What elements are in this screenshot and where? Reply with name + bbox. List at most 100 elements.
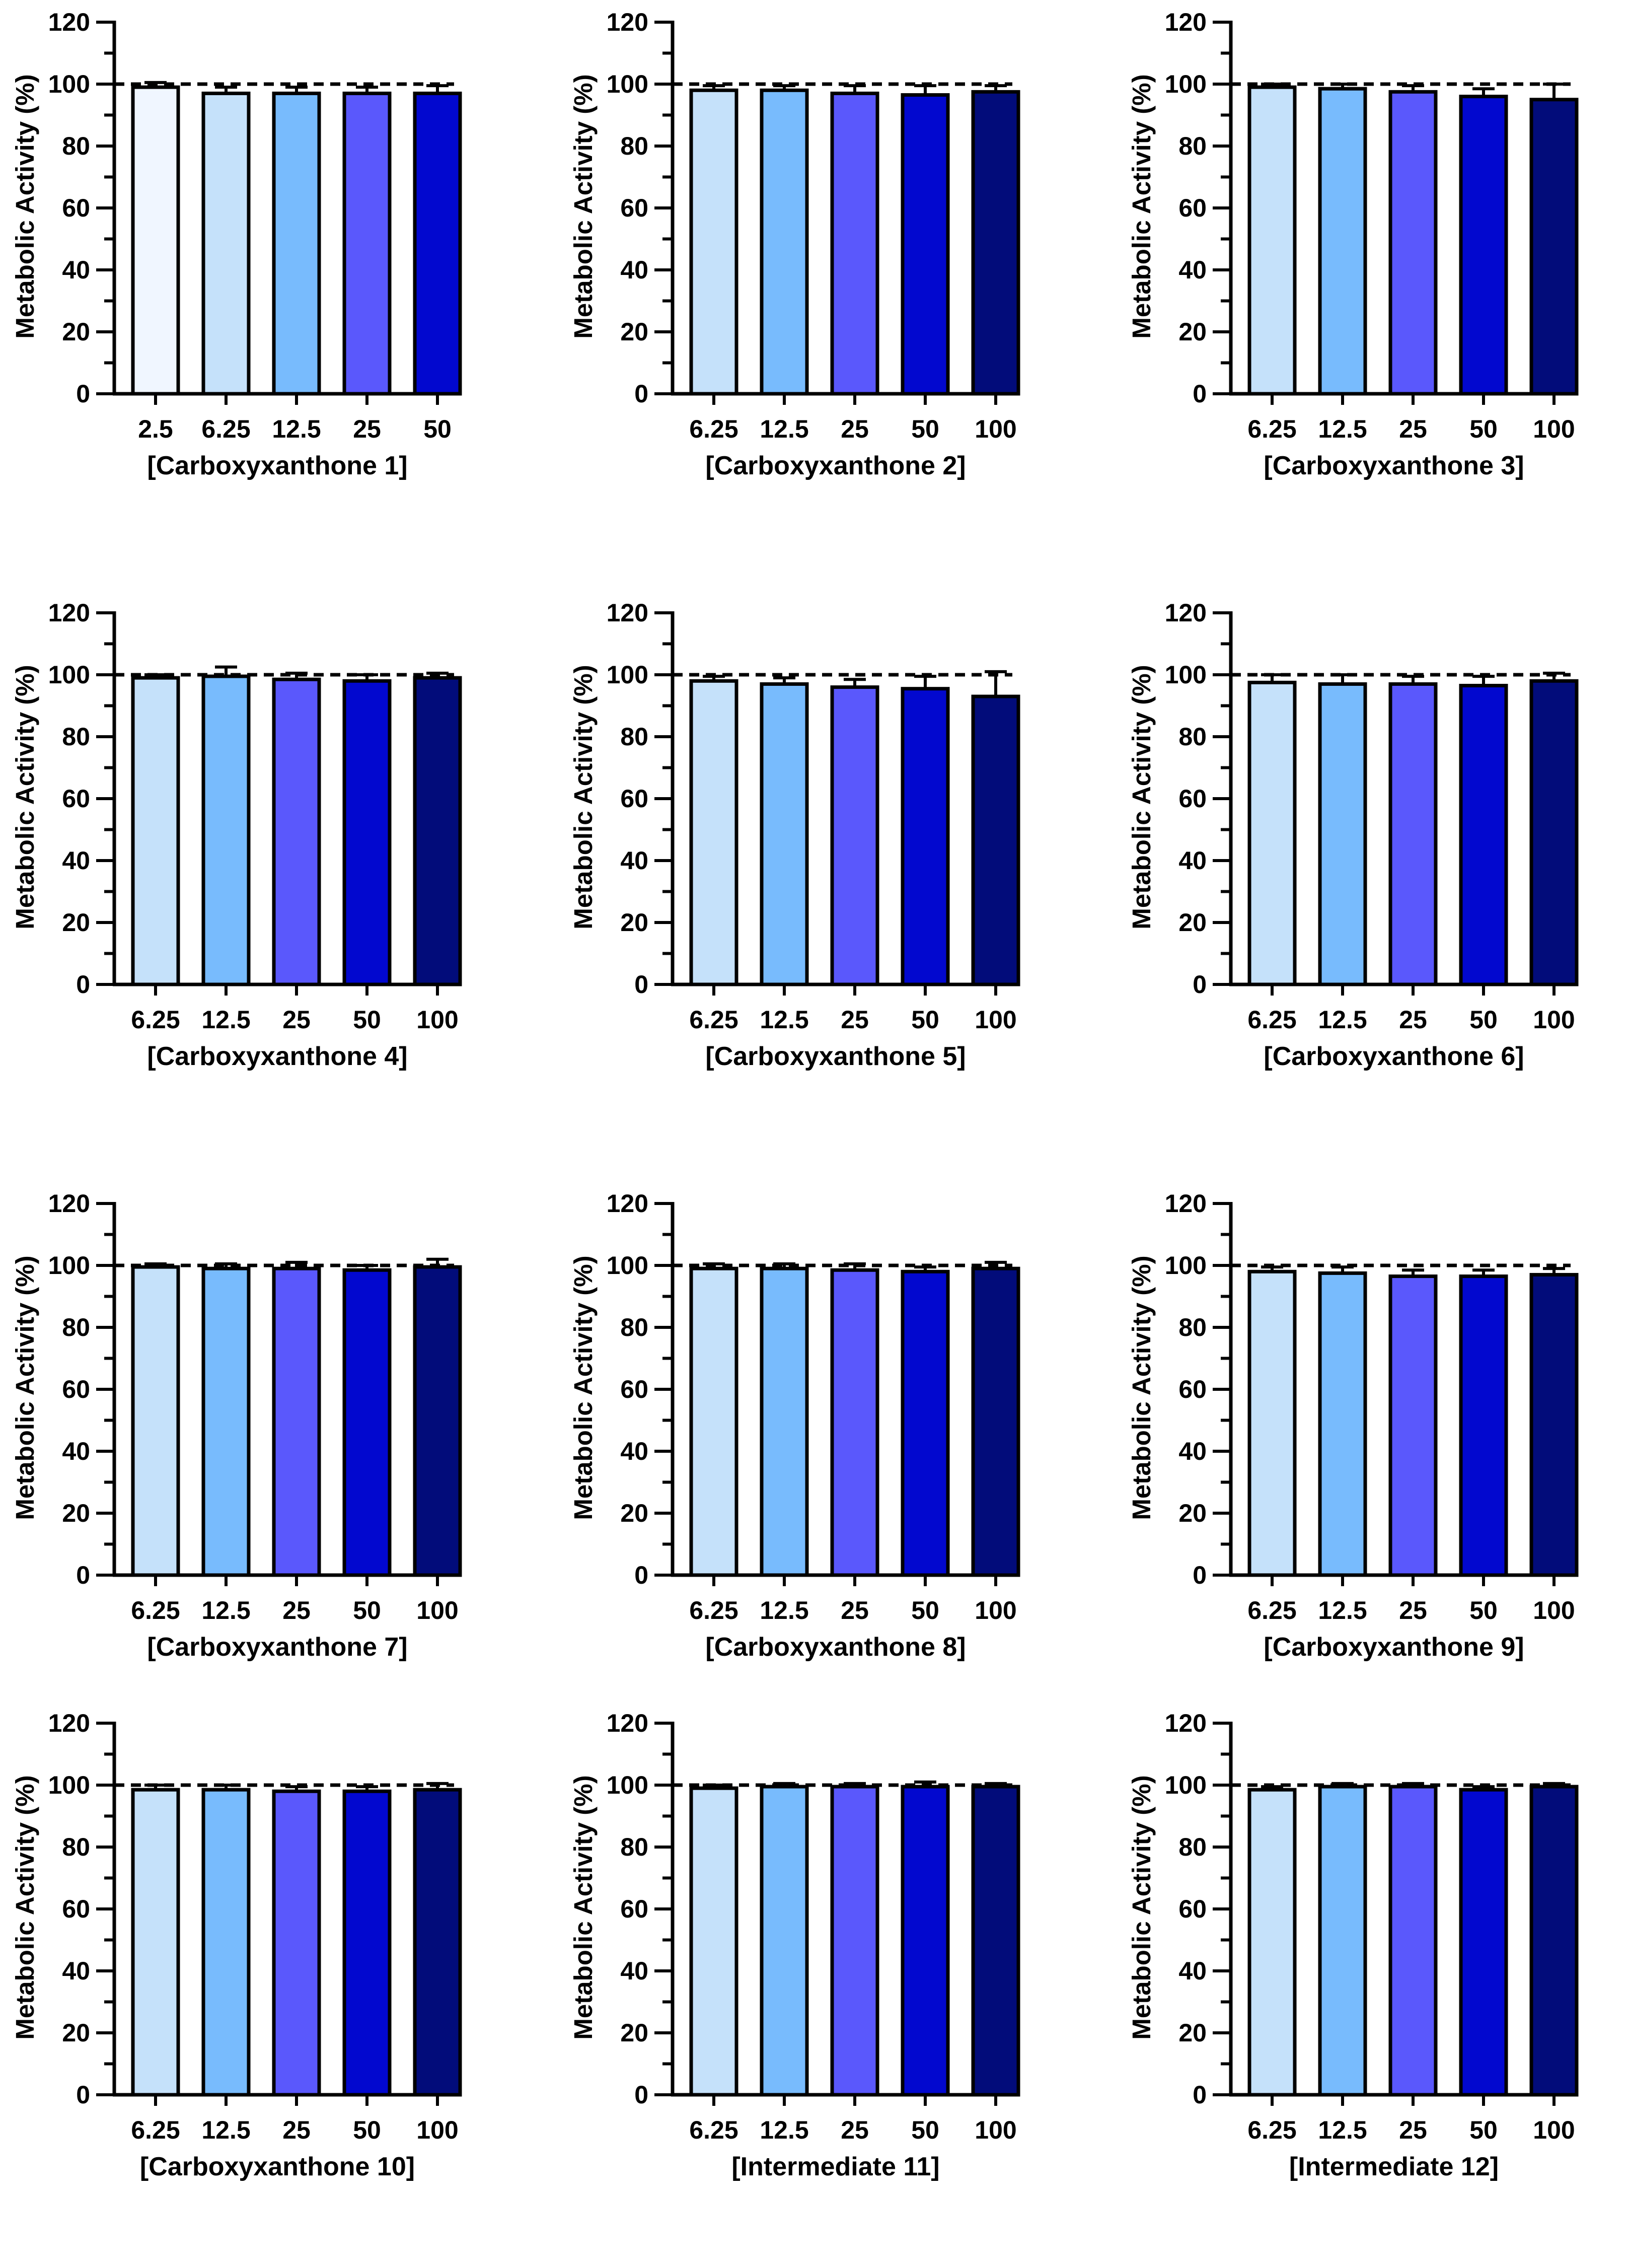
x-tick-label: 6.25 bbox=[131, 1006, 180, 1034]
x-tick-label: 12.5 bbox=[1318, 415, 1367, 443]
bar bbox=[131, 85, 180, 396]
y-tick-label: 20 bbox=[1178, 2019, 1207, 2047]
bar bbox=[272, 677, 321, 986]
x-tick-label: 12.5 bbox=[272, 415, 321, 443]
chart-plot-1: 2.5 6.25 12.5 25 50 0 20 40 60 80 100 120 bbox=[48, 8, 462, 443]
x-tick-label: 2.5 bbox=[138, 415, 173, 443]
x-tick-label: 6.25 bbox=[1247, 415, 1296, 443]
y-tick-label: 0 bbox=[1193, 2081, 1207, 2109]
x-tick-label: 25 bbox=[841, 415, 869, 443]
y-tick-label: 120 bbox=[1165, 1189, 1207, 1218]
bar bbox=[413, 91, 462, 396]
chart-plot-2: 6.25 12.5 25 50 100 0 20 40 60 80 100 120 bbox=[607, 8, 1020, 443]
chart-plot-7: 6.25 12.5 25 50 100 0 20 40 60 80 100 120 bbox=[48, 1189, 462, 1624]
y-tick-label: 120 bbox=[1165, 599, 1207, 627]
y-axis-label: Metabolic Activity (%) bbox=[569, 1775, 598, 2040]
bar bbox=[971, 1266, 1020, 1577]
bar bbox=[1247, 85, 1297, 396]
x-tick-label: 50 bbox=[1469, 1006, 1498, 1034]
y-tick-label: 40 bbox=[620, 256, 648, 284]
y-axis-label: Metabolic Activity (%) bbox=[11, 665, 39, 930]
x-tick-label: 12.5 bbox=[760, 1006, 808, 1034]
y-tick-label: 100 bbox=[48, 661, 90, 689]
bar bbox=[830, 1268, 879, 1577]
bar bbox=[1529, 1785, 1579, 2097]
bar bbox=[760, 1785, 809, 2097]
chart-plot-11: 6.25 12.5 25 50 100 0 20 40 60 80 100 120 bbox=[607, 1709, 1020, 2144]
bar bbox=[971, 1785, 1020, 2097]
y-tick-label: 0 bbox=[76, 1561, 90, 1589]
bar bbox=[830, 91, 879, 396]
y-tick-label: 40 bbox=[62, 846, 90, 875]
y-tick-label: 80 bbox=[62, 723, 90, 751]
x-tick-label: 12.5 bbox=[201, 1596, 250, 1624]
y-tick-label: 40 bbox=[620, 1437, 648, 1465]
bar bbox=[1459, 95, 1508, 396]
x-tick-label: 100 bbox=[416, 1596, 458, 1624]
y-tick-label: 0 bbox=[76, 970, 90, 999]
x-tick-label: 100 bbox=[975, 1596, 1016, 1624]
bar bbox=[131, 676, 180, 986]
x-tick-label: 25 bbox=[353, 415, 381, 443]
bar bbox=[201, 91, 251, 396]
y-tick-label: 40 bbox=[62, 256, 90, 284]
x-tick-label: 25 bbox=[282, 1006, 311, 1034]
bar bbox=[1318, 682, 1367, 986]
chart-plot-6: 6.25 12.5 25 50 100 0 20 40 60 80 100 120 bbox=[1165, 599, 1579, 1034]
x-tick-label: 6.25 bbox=[689, 2116, 738, 2144]
x-tick-label: 6.25 bbox=[131, 2116, 180, 2144]
chart-panel-7: 6.25 12.5 25 50 100 0 20 40 60 80 100 120 Metabolic… bbox=[0, 1181, 543, 1748]
y-axis-label: Metabolic Activity (%) bbox=[569, 665, 598, 930]
x-tick-label: 12.5 bbox=[1318, 2116, 1367, 2144]
x-tick-label: 100 bbox=[416, 1006, 458, 1034]
y-tick-label: 0 bbox=[1193, 970, 1207, 999]
y-tick-label: 40 bbox=[620, 846, 648, 875]
bar bbox=[131, 1788, 180, 2097]
bar bbox=[1529, 679, 1579, 986]
x-axis-label: [Carboxyxanthone 6] bbox=[1264, 1042, 1524, 1071]
x-tick-label: 50 bbox=[911, 1006, 939, 1034]
bar bbox=[1247, 680, 1297, 986]
chart-plot-3: 6.25 12.5 25 50 100 0 20 40 60 80 100 120 bbox=[1165, 8, 1579, 443]
x-axis-label: [Carboxyxanthone 8] bbox=[705, 1633, 966, 1662]
y-tick-label: 100 bbox=[48, 1251, 90, 1280]
y-tick-label: 40 bbox=[62, 1437, 90, 1465]
bar bbox=[201, 1266, 251, 1577]
bar bbox=[342, 91, 392, 396]
y-tick-label: 40 bbox=[1178, 1437, 1207, 1465]
y-tick-label: 120 bbox=[1165, 1709, 1207, 1737]
bar bbox=[342, 679, 392, 986]
y-axis-label: Metabolic Activity (%) bbox=[1127, 74, 1156, 339]
x-tick-label: 50 bbox=[353, 2116, 381, 2144]
x-tick-label: 50 bbox=[1469, 1596, 1498, 1624]
bar bbox=[1529, 98, 1579, 396]
chart-plot-9: 6.25 12.5 25 50 100 0 20 40 60 80 100 120 bbox=[1165, 1189, 1579, 1624]
x-tick-label: 25 bbox=[841, 1006, 869, 1034]
x-tick-label: 6.25 bbox=[689, 1006, 738, 1034]
y-tick-label: 60 bbox=[62, 785, 90, 813]
y-tick-label: 100 bbox=[1165, 1771, 1207, 1799]
x-axis-label: [Carboxyxanthone 7] bbox=[147, 1633, 408, 1662]
chart-panel-3: 6.25 12.5 25 50 100 0 20 40 60 80 100 120 Metabolic… bbox=[1117, 0, 1628, 567]
x-tick-label: 12.5 bbox=[1318, 1006, 1367, 1034]
y-tick-label: 40 bbox=[1178, 1957, 1207, 1985]
y-tick-label: 60 bbox=[62, 194, 90, 222]
bar bbox=[1247, 1269, 1297, 1577]
x-tick-label: 25 bbox=[282, 1596, 311, 1624]
y-tick-label: 20 bbox=[1178, 318, 1207, 346]
bar bbox=[1459, 1788, 1508, 2097]
x-axis-label: [Intermediate 12] bbox=[1289, 2152, 1499, 2181]
y-tick-label: 120 bbox=[1165, 8, 1207, 36]
bar bbox=[830, 1785, 879, 2097]
y-tick-label: 120 bbox=[48, 8, 90, 36]
y-tick-label: 80 bbox=[620, 1833, 648, 1861]
y-tick-label: 20 bbox=[1178, 908, 1207, 937]
x-axis-label: [Carboxyxanthone 3] bbox=[1264, 451, 1524, 480]
y-tick-label: 0 bbox=[76, 380, 90, 408]
x-tick-label: 50 bbox=[911, 2116, 939, 2144]
x-axis-label: [Carboxyxanthone 2] bbox=[705, 451, 966, 480]
x-tick-label: 50 bbox=[1469, 2116, 1498, 2144]
y-axis-label: Metabolic Activity (%) bbox=[569, 1255, 598, 1520]
y-tick-label: 20 bbox=[620, 318, 648, 346]
y-tick-label: 100 bbox=[607, 1251, 648, 1280]
